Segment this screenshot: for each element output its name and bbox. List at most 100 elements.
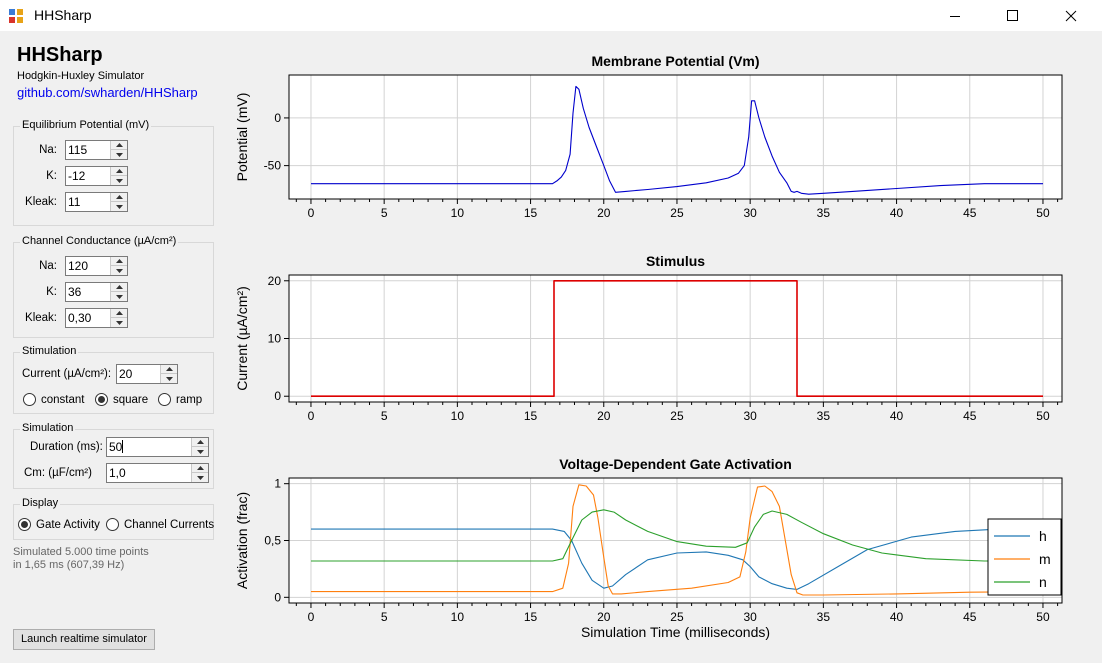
x-tick-label: 40 xyxy=(890,409,904,423)
spin-down-icon[interactable] xyxy=(192,473,208,482)
spin-up-icon[interactable] xyxy=(192,464,208,473)
spin-down-icon[interactable] xyxy=(111,292,127,301)
gc-k-value: 36 xyxy=(68,285,82,299)
launch-realtime-button[interactable]: Launch realtime simulator xyxy=(13,629,155,650)
cm-spinner[interactable] xyxy=(191,464,208,482)
y-tick-label: 0 xyxy=(274,111,281,125)
stim-current-spinner[interactable] xyxy=(160,365,177,383)
gc-kleak-input[interactable]: 0,30 xyxy=(65,308,128,328)
eq-k-label: K: xyxy=(46,170,57,182)
series-line-n xyxy=(311,509,1043,562)
x-tick-label: 35 xyxy=(817,610,831,624)
spin-down-icon[interactable] xyxy=(192,447,208,456)
eq-na-spinner[interactable] xyxy=(110,141,127,159)
series-line-trace-1 xyxy=(311,280,1043,398)
plot-frame xyxy=(288,477,1063,604)
x-tick-label: 15 xyxy=(524,409,538,423)
x-tick-label: 5 xyxy=(381,206,388,220)
radio-square-dot[interactable] xyxy=(95,393,108,406)
radio-ramp-label: ramp xyxy=(176,393,203,406)
spin-up-icon[interactable] xyxy=(111,193,127,202)
eq-kleak-input[interactable]: 11 xyxy=(65,192,128,212)
spin-down-icon[interactable] xyxy=(111,266,127,275)
series-line-m xyxy=(311,484,1044,596)
github-link[interactable]: github.com/swharden/HHSharp xyxy=(17,85,198,100)
spin-up-icon[interactable] xyxy=(111,257,127,266)
x-tick-label: 45 xyxy=(963,409,977,423)
eq-na-label: Na: xyxy=(39,144,57,156)
cm-input[interactable]: 1,0 xyxy=(106,463,209,483)
radio-ramp[interactable]: ramp xyxy=(158,393,202,406)
x-tick-label: 30 xyxy=(743,409,757,423)
radio-gate-activity[interactable]: Gate Activity xyxy=(18,518,100,531)
duration-value: 50 xyxy=(109,440,123,454)
x-tick-label: 5 xyxy=(381,409,388,423)
chart-title: Membrane Potential (Vm) xyxy=(591,53,759,69)
eq-k-input[interactable]: -12 xyxy=(65,166,128,186)
y-tick-label: 0 xyxy=(274,389,281,403)
y-tick-label: 0 xyxy=(274,590,281,604)
spin-up-icon[interactable] xyxy=(192,438,208,447)
x-tick-label: 35 xyxy=(817,409,831,423)
y-axis-label: Activation (frac) xyxy=(234,492,250,589)
simulation-group: Simulation xyxy=(13,422,214,489)
gc-k-label: K: xyxy=(46,286,57,298)
radio-square[interactable]: square xyxy=(95,393,148,406)
eq-na-input[interactable]: 115 xyxy=(65,140,128,160)
gc-k-input[interactable]: 36 xyxy=(65,282,128,302)
x-tick-label: 50 xyxy=(1036,206,1050,220)
plot-frame xyxy=(288,274,1063,403)
series-line-h xyxy=(311,528,1043,590)
display-group: Display xyxy=(13,497,214,540)
spin-up-icon[interactable] xyxy=(111,167,127,176)
x-tick-label: 50 xyxy=(1036,610,1050,624)
close-button[interactable] xyxy=(1048,0,1094,31)
gc-k-spinner[interactable] xyxy=(110,283,127,301)
stimulation-group: Stimulation xyxy=(13,345,214,414)
x-tick-label: 10 xyxy=(451,610,465,624)
spin-down-icon[interactable] xyxy=(111,202,127,211)
duration-spinner[interactable] xyxy=(191,438,208,456)
stim-current-input[interactable]: 20 xyxy=(116,364,178,384)
radio-gate-activity-dot[interactable] xyxy=(18,518,31,531)
x-axis-label: Simulation Time (milliseconds) xyxy=(581,624,770,640)
x-tick-label: 0 xyxy=(308,409,315,423)
spin-up-icon[interactable] xyxy=(161,365,177,374)
radio-ramp-dot[interactable] xyxy=(158,393,171,406)
y-tick-label: -50 xyxy=(264,159,282,173)
spin-down-icon[interactable] xyxy=(111,150,127,159)
spin-up-icon[interactable] xyxy=(111,309,127,318)
cm-value: 1,0 xyxy=(109,466,126,480)
radio-constant-dot[interactable] xyxy=(23,393,36,406)
radio-constant-label: constant xyxy=(41,393,85,406)
x-tick-label: 25 xyxy=(670,206,684,220)
spin-down-icon[interactable] xyxy=(111,176,127,185)
eq-k-value: -12 xyxy=(68,169,86,183)
maximize-button[interactable] xyxy=(990,0,1036,31)
gc-na-value: 120 xyxy=(68,259,89,273)
y-tick-label: 10 xyxy=(268,332,282,346)
spin-down-icon[interactable] xyxy=(111,318,127,327)
text-cursor xyxy=(122,440,124,453)
minimize-button[interactable] xyxy=(932,0,978,31)
spin-up-icon[interactable] xyxy=(111,283,127,292)
eq-kleak-spinner[interactable] xyxy=(110,193,127,211)
radio-channel-currents[interactable]: Channel Currents xyxy=(106,518,214,531)
chart-title: Stimulus xyxy=(646,253,705,269)
gc-na-input[interactable]: 120 xyxy=(65,256,128,276)
gc-kleak-spinner[interactable] xyxy=(110,309,127,327)
spin-up-icon[interactable] xyxy=(111,141,127,150)
y-axis-label: Current (µA/cm²) xyxy=(234,286,250,391)
spin-down-icon[interactable] xyxy=(161,374,177,383)
gc-kleak-label: Kleak: xyxy=(25,312,57,324)
gc-na-spinner[interactable] xyxy=(110,257,127,275)
x-tick-label: 25 xyxy=(670,610,684,624)
radio-constant[interactable]: constant xyxy=(23,393,84,406)
x-tick-label: 0 xyxy=(308,206,315,220)
x-tick-label: 30 xyxy=(743,206,757,220)
duration-input[interactable]: 50 xyxy=(106,437,209,457)
radio-channel-currents-dot[interactable] xyxy=(106,518,119,531)
eq-k-spinner[interactable] xyxy=(110,167,127,185)
stim-current-value: 20 xyxy=(119,367,133,381)
